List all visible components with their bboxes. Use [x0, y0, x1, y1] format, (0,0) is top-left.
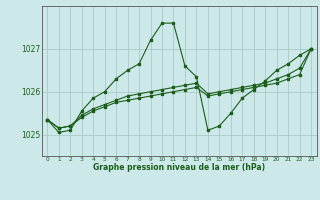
X-axis label: Graphe pression niveau de la mer (hPa): Graphe pression niveau de la mer (hPa) [93, 163, 265, 172]
